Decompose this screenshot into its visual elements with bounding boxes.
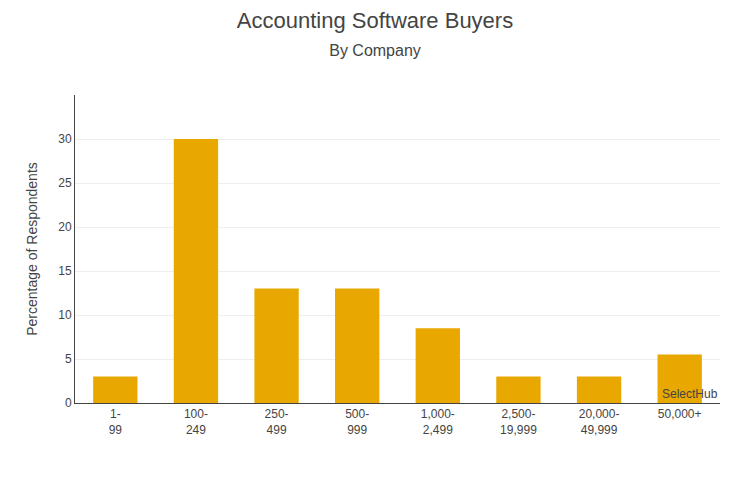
- svg-text:1,000-2,499: 1,000-2,499: [421, 407, 455, 437]
- svg-text:Accounting Software BuyersBy C: Accounting Software BuyersBy Company: [237, 8, 513, 60]
- svg-text:Percentage of Respondents: Percentage of Respondents: [24, 162, 40, 336]
- svg-text:20,000-49,999: 20,000-49,999: [579, 407, 620, 437]
- svg-text:2,500-19,999: 2,500-19,999: [500, 407, 537, 437]
- svg-text:250-499: 250-499: [265, 407, 289, 437]
- svg-text:20: 20: [58, 220, 72, 234]
- svg-text:5: 5: [65, 352, 72, 366]
- svg-text:10: 10: [58, 308, 72, 322]
- svg-text:30: 30: [58, 132, 72, 146]
- svg-text:15: 15: [58, 264, 72, 278]
- svg-text:100-249: 100-249: [184, 407, 208, 437]
- svg-text:50,000+: 50,000+: [658, 407, 702, 421]
- svg-text:25: 25: [58, 176, 72, 190]
- svg-text:500-999: 500-999: [345, 407, 369, 437]
- svg-text:0: 0: [65, 396, 72, 410]
- svg-text:SelectHub: SelectHub: [662, 387, 718, 401]
- svg-text:1-99: 1-99: [109, 407, 123, 437]
